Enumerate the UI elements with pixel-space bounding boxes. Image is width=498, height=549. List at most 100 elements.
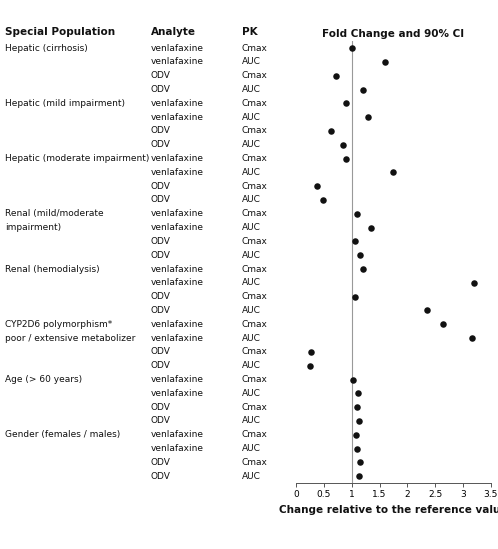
- Point: [356, 251, 364, 260]
- Point: [332, 71, 340, 80]
- Text: venlafaxine: venlafaxine: [151, 375, 204, 384]
- Text: Renal (mild/moderate: Renal (mild/moderate: [5, 209, 104, 219]
- Point: [354, 403, 362, 412]
- Point: [355, 472, 363, 480]
- Text: ODV: ODV: [151, 182, 171, 191]
- Point: [470, 278, 478, 287]
- Text: ODV: ODV: [151, 472, 171, 481]
- Text: venlafaxine: venlafaxine: [151, 389, 204, 398]
- Text: Renal (hemodialysis): Renal (hemodialysis): [5, 265, 100, 273]
- Text: Age (> 60 years): Age (> 60 years): [5, 375, 82, 384]
- Text: Analyte: Analyte: [151, 27, 196, 37]
- Point: [313, 182, 321, 191]
- Text: venlafaxine: venlafaxine: [151, 278, 204, 287]
- Point: [352, 430, 360, 439]
- Text: ODV: ODV: [151, 361, 171, 370]
- Text: Gender (females / males): Gender (females / males): [5, 430, 120, 439]
- Text: Cmax: Cmax: [242, 71, 268, 80]
- X-axis label: Change relative to the reference value: Change relative to the reference value: [279, 505, 498, 514]
- Text: AUC: AUC: [242, 389, 261, 398]
- Point: [354, 444, 362, 453]
- Title: Fold Change and 90% CI: Fold Change and 90% CI: [322, 29, 465, 39]
- Text: AUC: AUC: [242, 417, 261, 425]
- Point: [356, 458, 364, 467]
- Text: AUC: AUC: [242, 140, 261, 149]
- Text: venlafaxine: venlafaxine: [151, 265, 204, 273]
- Text: Cmax: Cmax: [242, 320, 268, 329]
- Point: [389, 168, 397, 177]
- Text: Hepatic (cirrhosis): Hepatic (cirrhosis): [5, 43, 88, 53]
- Text: Cmax: Cmax: [242, 182, 268, 191]
- Text: venlafaxine: venlafaxine: [151, 334, 204, 343]
- Text: venlafaxine: venlafaxine: [151, 113, 204, 122]
- Text: AUC: AUC: [242, 168, 261, 177]
- Text: Cmax: Cmax: [242, 430, 268, 439]
- Point: [349, 375, 357, 384]
- Text: Cmax: Cmax: [242, 237, 268, 246]
- Text: AUC: AUC: [242, 58, 261, 66]
- Text: Cmax: Cmax: [242, 154, 268, 163]
- Point: [342, 99, 350, 108]
- Text: ODV: ODV: [151, 292, 171, 301]
- Text: AUC: AUC: [242, 251, 261, 260]
- Text: ODV: ODV: [151, 402, 171, 412]
- Text: Cmax: Cmax: [242, 265, 268, 273]
- Text: poor / extensive metabolizer: poor / extensive metabolizer: [5, 334, 135, 343]
- Text: ODV: ODV: [151, 417, 171, 425]
- Text: venlafaxine: venlafaxine: [151, 320, 204, 329]
- Text: venlafaxine: venlafaxine: [151, 430, 204, 439]
- Point: [307, 348, 315, 356]
- Text: venlafaxine: venlafaxine: [151, 168, 204, 177]
- Point: [359, 85, 367, 94]
- Point: [468, 334, 476, 343]
- Text: venlafaxine: venlafaxine: [151, 43, 204, 53]
- Text: venlafaxine: venlafaxine: [151, 209, 204, 219]
- Text: AUC: AUC: [242, 85, 261, 94]
- Text: ODV: ODV: [151, 140, 171, 149]
- Text: PK: PK: [242, 27, 257, 37]
- Text: AUC: AUC: [242, 306, 261, 315]
- Point: [327, 127, 335, 136]
- Point: [306, 361, 314, 370]
- Text: Cmax: Cmax: [242, 292, 268, 301]
- Text: ODV: ODV: [151, 85, 171, 94]
- Text: Cmax: Cmax: [242, 126, 268, 136]
- Text: impairment): impairment): [5, 223, 61, 232]
- Point: [351, 292, 359, 301]
- Point: [351, 237, 359, 246]
- Text: ODV: ODV: [151, 458, 171, 467]
- Text: CYP2D6 polymorphism*: CYP2D6 polymorphism*: [5, 320, 112, 329]
- Text: ODV: ODV: [151, 251, 171, 260]
- Point: [439, 320, 447, 329]
- Point: [355, 417, 363, 425]
- Text: Hepatic (moderate impairment): Hepatic (moderate impairment): [5, 154, 149, 163]
- Text: venlafaxine: venlafaxine: [151, 99, 204, 108]
- Text: AUC: AUC: [242, 472, 261, 481]
- Point: [367, 223, 375, 232]
- Text: Cmax: Cmax: [242, 375, 268, 384]
- Point: [423, 306, 431, 315]
- Text: Cmax: Cmax: [242, 458, 268, 467]
- Point: [348, 44, 356, 53]
- Text: AUC: AUC: [242, 223, 261, 232]
- Text: venlafaxine: venlafaxine: [151, 154, 204, 163]
- Point: [381, 58, 389, 66]
- Point: [365, 113, 373, 121]
- Text: ODV: ODV: [151, 195, 171, 204]
- Text: AUC: AUC: [242, 195, 261, 204]
- Text: Hepatic (mild impairment): Hepatic (mild impairment): [5, 99, 125, 108]
- Point: [355, 389, 363, 397]
- Text: AUC: AUC: [242, 361, 261, 370]
- Text: Special Population: Special Population: [5, 27, 115, 37]
- Text: ODV: ODV: [151, 126, 171, 136]
- Point: [354, 209, 362, 218]
- Text: AUC: AUC: [242, 444, 261, 453]
- Point: [339, 141, 347, 149]
- Point: [319, 195, 327, 204]
- Text: AUC: AUC: [242, 278, 261, 287]
- Point: [342, 154, 350, 163]
- Text: ODV: ODV: [151, 237, 171, 246]
- Text: venlafaxine: venlafaxine: [151, 444, 204, 453]
- Text: AUC: AUC: [242, 334, 261, 343]
- Text: ODV: ODV: [151, 71, 171, 80]
